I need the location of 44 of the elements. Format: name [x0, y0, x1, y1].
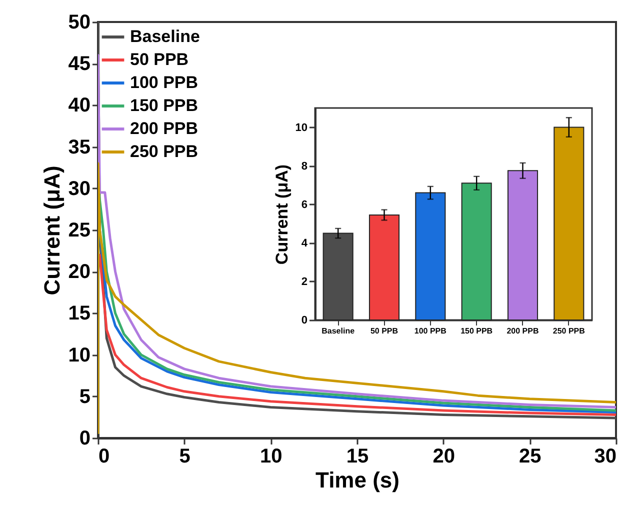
y-tick-label: 5	[79, 386, 90, 408]
x-tick-label: 20	[432, 446, 455, 468]
y-tick-label: 2	[301, 276, 308, 288]
bar	[368, 214, 400, 320]
x-tick-label: 250 PPB	[552, 326, 586, 336]
x-tick-label: 100 PPB	[414, 326, 447, 336]
x-axis-title: Time (s)	[316, 468, 400, 492]
y-tick-label: 35	[68, 136, 90, 158]
y-tick-label: 0	[79, 428, 90, 450]
x-tick-label: 30	[594, 446, 616, 468]
bar	[322, 232, 354, 320]
y-tick-label: 10	[68, 344, 90, 366]
x-tick-label: 5	[179, 446, 190, 468]
y-tick-label: 6	[301, 198, 308, 211]
legend-label: 100 PPB	[130, 73, 198, 92]
bar	[461, 182, 492, 320]
legend-label: 250 PPB	[130, 142, 198, 161]
x-tick-label: 0	[98, 446, 110, 468]
y-tick-label: 30	[68, 178, 90, 200]
x-tick-label: 150 PPB	[460, 326, 493, 336]
bar	[507, 170, 538, 320]
x-tick-label: 25	[519, 446, 542, 468]
legend-label: 200 PPB	[130, 119, 198, 138]
legend-label: 150 PPB	[130, 96, 198, 115]
legend-label: Baseline	[130, 27, 200, 46]
y-tick-label: 50	[68, 12, 90, 34]
x-tick-label: 10	[260, 446, 282, 468]
y-tick-label: 0	[301, 314, 308, 326]
x-tick-label: 15	[346, 446, 369, 468]
y-tick-label: 8	[301, 160, 308, 172]
y-tick-label: 10	[295, 122, 308, 134]
y-axis-title: Current (μA)	[272, 164, 292, 265]
bar	[554, 126, 584, 320]
y-tick-label: 4	[301, 237, 308, 250]
y-tick-label: 45	[68, 53, 90, 76]
y-tick-label: 25	[68, 220, 90, 242]
bar	[415, 192, 446, 320]
x-tick-label: 50 PPB	[370, 326, 398, 336]
y-axis-title: Current (μA)	[39, 166, 64, 296]
legend-label: 50 PPB	[130, 50, 189, 69]
x-tick-label: 200 PPB	[506, 326, 539, 336]
x-tick-label: Baseline	[322, 326, 356, 336]
y-tick-label: 20	[68, 261, 90, 284]
y-tick-label: 40	[68, 94, 90, 117]
